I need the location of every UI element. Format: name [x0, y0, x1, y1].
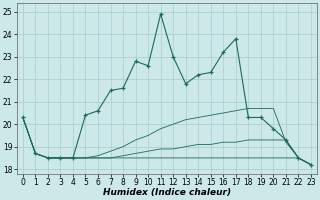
- X-axis label: Humidex (Indice chaleur): Humidex (Indice chaleur): [103, 188, 231, 197]
